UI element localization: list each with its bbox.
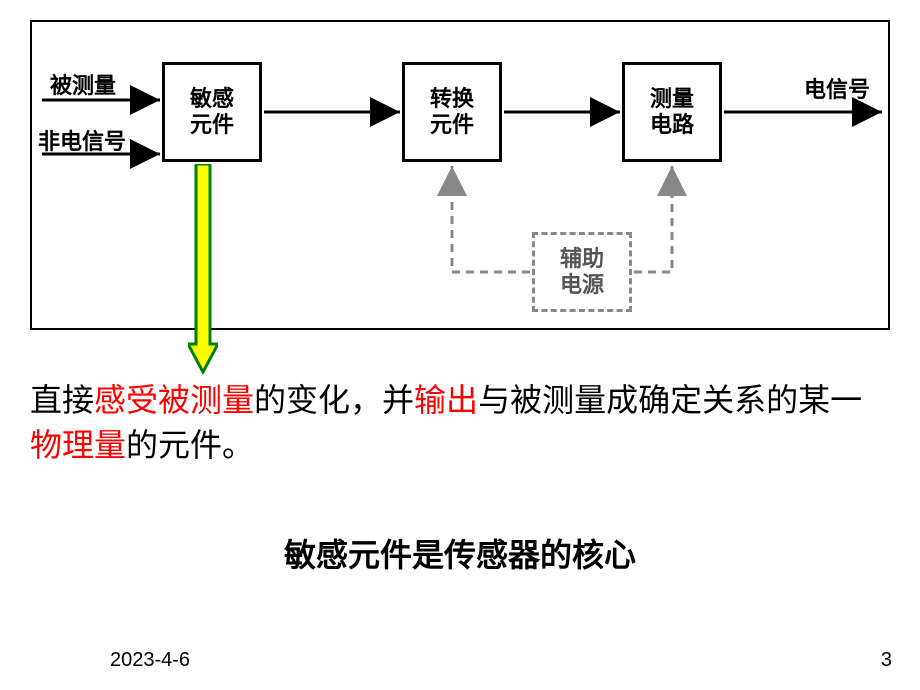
desc-part: 直接 xyxy=(30,382,94,418)
block-line: 测量 xyxy=(650,86,694,112)
desc-part: 的变化，并 xyxy=(254,382,414,418)
description-text: 直接感受被测量的变化，并输出与被测量成确定关系的某一物理量的元件。 xyxy=(30,378,890,468)
block-sensitive-element: 敏感 元件 xyxy=(162,62,262,162)
input-label-top: 被测量 xyxy=(50,68,116,100)
sensor-block-diagram: 被测量 非电信号 电信号 敏感 元件 转换 元件 测量 电路 辅助 电源 xyxy=(30,20,890,330)
block-line: 辅助 xyxy=(560,246,604,272)
output-label: 电信号 xyxy=(804,72,870,104)
block-convert-element: 转换 元件 xyxy=(402,62,502,162)
footer-page-number: 3 xyxy=(881,649,892,672)
desc-part: 的元件。 xyxy=(126,427,254,463)
block-measure-circuit: 测量 电路 xyxy=(622,62,722,162)
block-line: 电源 xyxy=(560,272,604,298)
core-statement: 敏感元件是传感器的核心 xyxy=(0,530,920,576)
block-aux-power: 辅助 电源 xyxy=(532,232,632,312)
block-line: 转换 xyxy=(430,86,474,112)
desc-part: 与被测量成确定关系的某一 xyxy=(478,382,862,418)
block-line: 元件 xyxy=(190,112,234,138)
block-line: 电路 xyxy=(650,112,694,138)
desc-part: 感受被测量 xyxy=(94,382,254,418)
desc-part: 物理量 xyxy=(30,427,126,463)
block-line: 元件 xyxy=(430,112,474,138)
input-label-bottom: 非电信号 xyxy=(38,124,126,156)
block-line: 敏感 xyxy=(190,86,234,112)
desc-part: 输出 xyxy=(414,382,478,418)
highlight-arrow xyxy=(188,164,218,374)
footer-date: 2023-4-6 xyxy=(110,649,190,672)
